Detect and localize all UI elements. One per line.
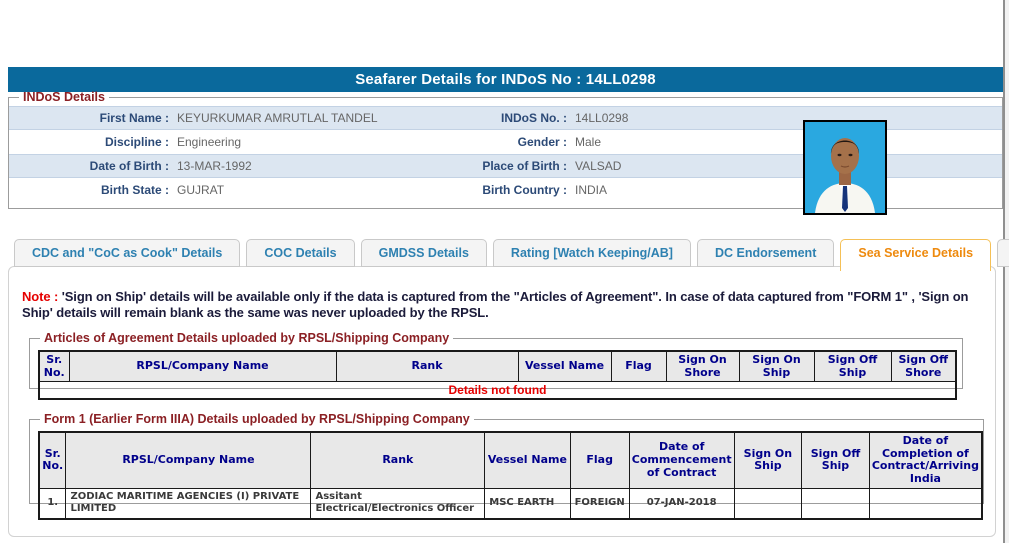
col-sign-off-ship: Sign Off Ship — [801, 431, 870, 489]
articles-of-agreement-fieldset: Articles of Agreement Details uploaded b… — [29, 331, 963, 400]
col-date-of-completion: Date of Completion of Contract/Arriving … — [868, 431, 983, 489]
tab-bar: CDC and "CoC as Cook" Details COC Detail… — [14, 239, 1009, 271]
details-not-found-message: Details not found — [38, 381, 957, 400]
tab-coc-details[interactable]: COC Details — [246, 239, 355, 267]
indos-row-2: Discipline : Engineering Gender : Male — [9, 130, 1002, 154]
birth-state-value: GUJRAT — [177, 183, 225, 197]
articles-legend: Articles of Agreement Details uploaded b… — [44, 331, 450, 345]
cell-company-name: ZODIAC MARITIME AGENCIES (I) PRIVATE LIM… — [65, 487, 312, 520]
articles-table: Sr. No. RPSL/Company Name Rank Vessel Na… — [38, 350, 957, 400]
cell-vessel-name: MSC EARTH — [484, 487, 571, 520]
first-name-label: First Name : — [99, 111, 169, 125]
note-prefix: Note : — [22, 289, 62, 304]
place-of-birth-label: Place of Birth : — [482, 159, 567, 173]
note-text: Note : 'Sign on Ship' details will be av… — [22, 289, 982, 322]
discipline-label: Discipline : — [104, 135, 169, 149]
gender-label: Gender : — [517, 135, 567, 149]
cell-date-of-commencement: 07-JAN-2018 — [628, 487, 735, 520]
cell-sign-off-ship — [801, 487, 870, 520]
tab-cdc-coc-as-cook-details[interactable]: CDC and "CoC as Cook" Details — [14, 239, 241, 267]
tab-dc-endorsement[interactable]: DC Endorsement — [696, 239, 835, 267]
tab-rating-watch-keeping-ab[interactable]: Rating [Watch Keeping/AB] — [492, 239, 691, 267]
col-rpsl-company-name: RPSL/Company Name — [68, 350, 337, 383]
tab-training-details[interactable]: Training Details — [997, 239, 1009, 267]
form1-header-row: Sr. No. RPSL/Company Name Rank Vessel Na… — [38, 431, 983, 489]
col-flag: Flag — [610, 350, 667, 383]
form1-details-fieldset: Form 1 (Earlier Form IIIA) Details uploa… — [29, 412, 984, 520]
indos-row-4: Birth State : GUJRAT Birth Country : IND… — [9, 178, 1002, 202]
articles-empty-row: Details not found — [38, 381, 957, 400]
birth-country-value: INDIA — [575, 183, 608, 197]
sea-service-tab-panel: Note : 'Sign on Ship' details will be av… — [8, 266, 996, 537]
col-sr-no: Sr. No. — [38, 350, 70, 383]
indos-no-value: 14LL0298 — [575, 111, 629, 125]
date-of-birth-value: 13-MAR-1992 — [177, 159, 252, 173]
indos-details-fieldset: INDoS Details First Name : KEYURKUMAR AM… — [8, 90, 1003, 215]
col-sign-on-ship: Sign On Ship — [738, 350, 815, 383]
articles-header-row: Sr. No. RPSL/Company Name Rank Vessel Na… — [38, 350, 957, 383]
form1-data-row: 1. ZODIAC MARITIME AGENCIES (I) PRIVATE … — [38, 487, 983, 520]
indos-details-legend: INDoS Details — [23, 90, 105, 104]
cell-date-of-completion — [868, 487, 983, 520]
birth-state-label: Birth State : — [100, 183, 169, 197]
col-rank: Rank — [310, 431, 486, 489]
col-flag: Flag — [569, 431, 630, 489]
gender-value: Male — [575, 135, 602, 149]
form1-legend: Form 1 (Earlier Form IIIA) Details uploa… — [44, 412, 470, 426]
discipline-value: Engineering — [177, 135, 242, 149]
col-sr-no: Sr. No. — [38, 431, 67, 489]
scrollbar-track[interactable] — [1005, 0, 1009, 543]
page-title-bar: Seafarer Details for INDoS No : 14LL0298 — [8, 67, 1003, 92]
tab-sea-service-details[interactable]: Sea Service Details — [840, 239, 992, 271]
cell-flag: FOREIGN — [569, 487, 630, 520]
col-sign-on-ship: Sign On Ship — [733, 431, 803, 489]
cell-sign-on-ship — [733, 487, 803, 520]
col-vessel-name: Vessel Name — [517, 350, 612, 383]
first-name-value: KEYURKUMAR AMRUTLAL TANDEL — [177, 111, 378, 125]
note-body: 'Sign on Ship' details will be available… — [22, 289, 969, 321]
birth-country-label: Birth Country : — [482, 183, 567, 197]
col-sign-off-ship: Sign Off Ship — [813, 350, 892, 383]
cell-sr-no: 1. — [38, 487, 67, 520]
form1-table: Sr. No. RPSL/Company Name Rank Vessel Na… — [38, 431, 983, 520]
col-rank: Rank — [335, 350, 519, 383]
col-sign-on-shore: Sign On Shore — [665, 350, 740, 383]
page-edge-divider — [1003, 0, 1005, 543]
col-sign-off-shore: Sign Off Shore — [890, 350, 957, 383]
indos-no-label: INDoS No. : — [501, 111, 567, 125]
seafarer-photo — [803, 120, 887, 215]
col-date-of-commencement: Date of Commencement of Contract — [628, 431, 735, 489]
col-vessel-name: Vessel Name — [484, 431, 571, 489]
cell-rank: Assitant Electrical/Electronics Officer — [310, 487, 486, 520]
date-of-birth-label: Date of Birth : — [89, 159, 169, 173]
tab-gmdss-details[interactable]: GMDSS Details — [360, 239, 487, 267]
col-rpsl-company-name: RPSL/Company Name — [65, 431, 312, 489]
place-of-birth-value: VALSAD — [575, 159, 622, 173]
